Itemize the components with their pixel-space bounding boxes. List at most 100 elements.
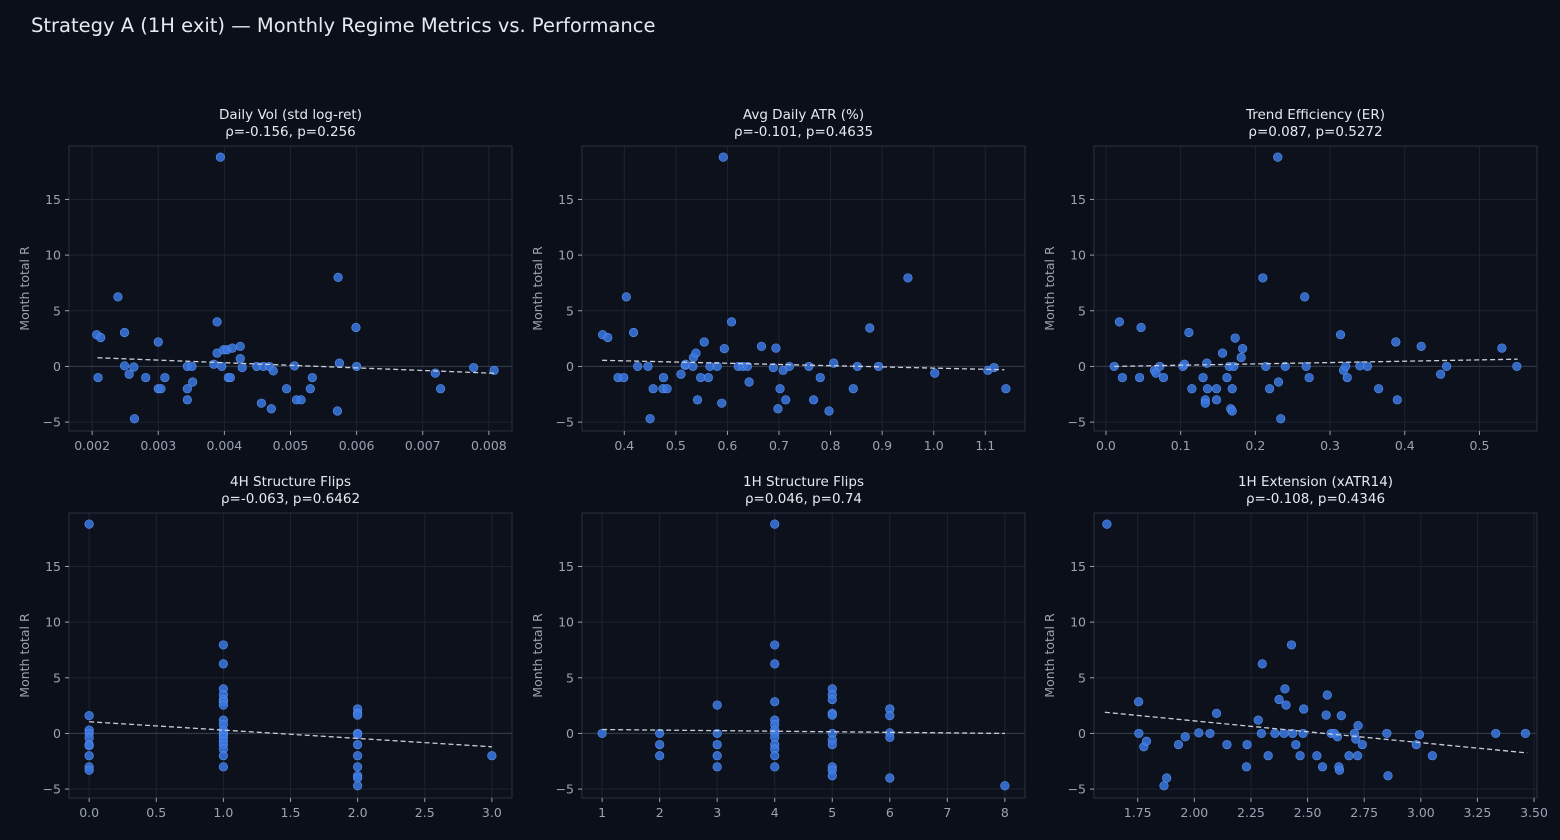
subplot-stats: ρ=-0.156, p=0.256 — [225, 124, 356, 140]
scatter-point — [815, 372, 825, 383]
scatter-point — [1301, 361, 1311, 372]
subplot-grid: 0.002 0.003 0.004 0.005 0.006 0.007 0.008−5051… — [17, 107, 1548, 820]
y-axis-label: Month total R — [530, 613, 545, 698]
scatter-point — [703, 372, 713, 383]
scatter-point — [688, 361, 698, 372]
subplot-stats: ρ=0.087, p=0.5272 — [1248, 124, 1382, 140]
x-tick-label: 0.5 — [1470, 438, 1490, 453]
x-tick-label: 2.50 — [1294, 805, 1322, 820]
scatter-point — [1198, 372, 1208, 383]
scatter-point — [1279, 728, 1289, 739]
scatter-point — [1229, 361, 1239, 372]
scatter-point — [1280, 361, 1290, 372]
scatter-point — [771, 343, 781, 353]
x-tick-label: 5 — [828, 805, 836, 820]
scatter-point — [1155, 361, 1165, 372]
scatter-point — [333, 272, 343, 282]
scatter-point — [1392, 395, 1402, 405]
y-tick-label: −5 — [556, 415, 574, 430]
x-tick-label: 3.0 — [482, 805, 502, 820]
trend-line — [602, 728, 1005, 735]
scatter-point — [827, 694, 837, 705]
scatter-point — [1000, 781, 1010, 791]
scatter-point — [1001, 384, 1011, 394]
scatter-point — [770, 751, 780, 761]
scatter-point — [1194, 728, 1204, 738]
scatter-point — [84, 741, 94, 751]
scatter-point — [1227, 406, 1237, 416]
subplot-panel: 0.0 0.5 1.0 1.5 2.0 2.5 3.0 −5 0 5 10 15 Month total… — [17, 474, 513, 820]
y-tick-label: 10 — [558, 248, 574, 263]
scatter-point — [603, 332, 613, 343]
x-tick-label: 6 — [886, 805, 894, 820]
scatter-point — [487, 751, 497, 761]
scatter-point — [1353, 721, 1363, 731]
scatter-point — [1179, 359, 1189, 369]
y-tick-label: 5 — [53, 670, 61, 685]
scatter-point — [989, 362, 999, 373]
y-tick-label: 5 — [566, 303, 574, 318]
scatter-point — [430, 368, 440, 378]
scatter-point — [1200, 398, 1210, 408]
scatter-point — [1414, 729, 1425, 740]
figure-title: Strategy A (1H exit) — Monthly Regime Me… — [31, 14, 656, 37]
scatter-point — [1497, 343, 1507, 353]
scatter-point — [1102, 519, 1112, 529]
scatter-point — [235, 341, 245, 351]
scatter-point — [804, 361, 814, 372]
scatter-point — [827, 710, 837, 720]
scatter-point — [1276, 414, 1286, 424]
scatter-point — [1512, 361, 1522, 372]
y-tick-label: 10 — [45, 248, 61, 263]
scatter-point — [141, 372, 151, 383]
trend-line — [97, 357, 496, 374]
scatter-point — [1281, 700, 1291, 710]
axes-frame — [1093, 145, 1538, 432]
scatter-point — [353, 781, 363, 791]
scatter-point — [1180, 732, 1190, 742]
scatter-point — [848, 384, 858, 394]
scatter-point — [1341, 361, 1351, 372]
scatter-point — [930, 368, 940, 378]
scatter-point — [903, 273, 913, 283]
scatter-point — [691, 348, 701, 358]
scatter-point — [1202, 358, 1212, 368]
scatter-point — [1257, 659, 1267, 669]
scatter-point — [775, 384, 785, 394]
x-tick-label: 1.75 — [1124, 805, 1152, 820]
y-tick-label: 5 — [566, 670, 574, 685]
scatter-point — [726, 317, 737, 327]
scatter-point — [1280, 684, 1290, 694]
y-axis-label: Month total R — [530, 246, 545, 331]
scatter-point — [1520, 728, 1531, 739]
x-tick-label: 0.5 — [666, 438, 686, 453]
scatter-point — [1134, 697, 1144, 707]
scatter-point — [1357, 739, 1367, 750]
scatter-point — [808, 395, 819, 405]
scatter-point — [1253, 715, 1263, 725]
scatter-point — [717, 398, 727, 408]
scatter-point — [353, 751, 363, 761]
scatter-point — [1274, 694, 1284, 705]
scatter-point — [885, 711, 895, 721]
scatter-point — [217, 361, 227, 372]
x-tick-label: 3.25 — [1464, 805, 1492, 820]
scatter-point — [696, 372, 706, 383]
scatter-point — [218, 762, 228, 772]
y-axis-label: Month total R — [1042, 613, 1057, 698]
scatter-point — [1374, 384, 1384, 394]
scatter-point — [1202, 384, 1213, 394]
y-tick-label: 0 — [53, 726, 61, 741]
scatter-point — [1312, 751, 1322, 761]
scatter-point — [307, 372, 317, 383]
scatter-point — [1227, 384, 1237, 394]
scatter-point — [621, 292, 631, 302]
scatter-point — [1288, 728, 1298, 739]
scatter-point — [281, 384, 292, 394]
x-tick-label: 1.1 — [975, 438, 995, 453]
scatter-point — [1335, 330, 1346, 340]
scatter-point — [719, 344, 729, 354]
scatter-point — [1236, 352, 1246, 363]
x-tick-label: 0.008 — [471, 438, 507, 453]
scatter-point — [1383, 771, 1393, 781]
